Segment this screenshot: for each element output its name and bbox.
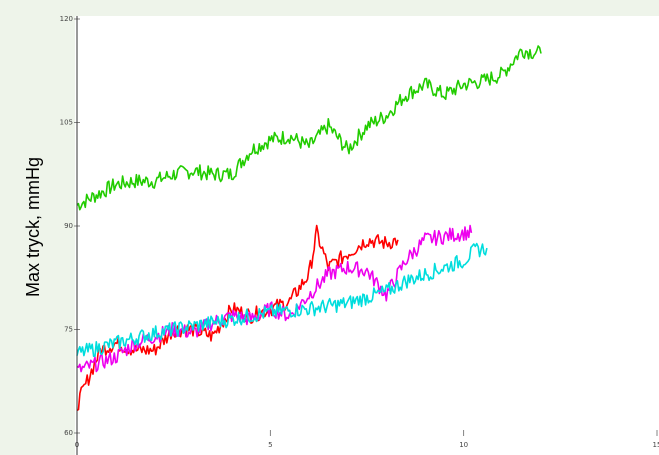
y-tick-label: 120 xyxy=(60,15,73,23)
series-line-1 xyxy=(76,45,542,211)
y-tick-label: 60 xyxy=(64,429,73,437)
x-tick-label: 5 xyxy=(268,441,272,449)
x-tick-label: 15 xyxy=(653,441,659,449)
series-layer xyxy=(76,45,542,412)
plot-area xyxy=(75,16,659,455)
series-line-4 xyxy=(76,242,488,358)
tick-layer: 607590105120051015 xyxy=(60,15,659,449)
series-line-2 xyxy=(76,224,399,412)
y-tick-label: 105 xyxy=(60,119,73,127)
y-tick-label: 90 xyxy=(64,222,73,230)
y-tick-label: 75 xyxy=(64,326,73,334)
series-line-3 xyxy=(76,224,473,373)
x-tick-label: 10 xyxy=(459,441,468,449)
